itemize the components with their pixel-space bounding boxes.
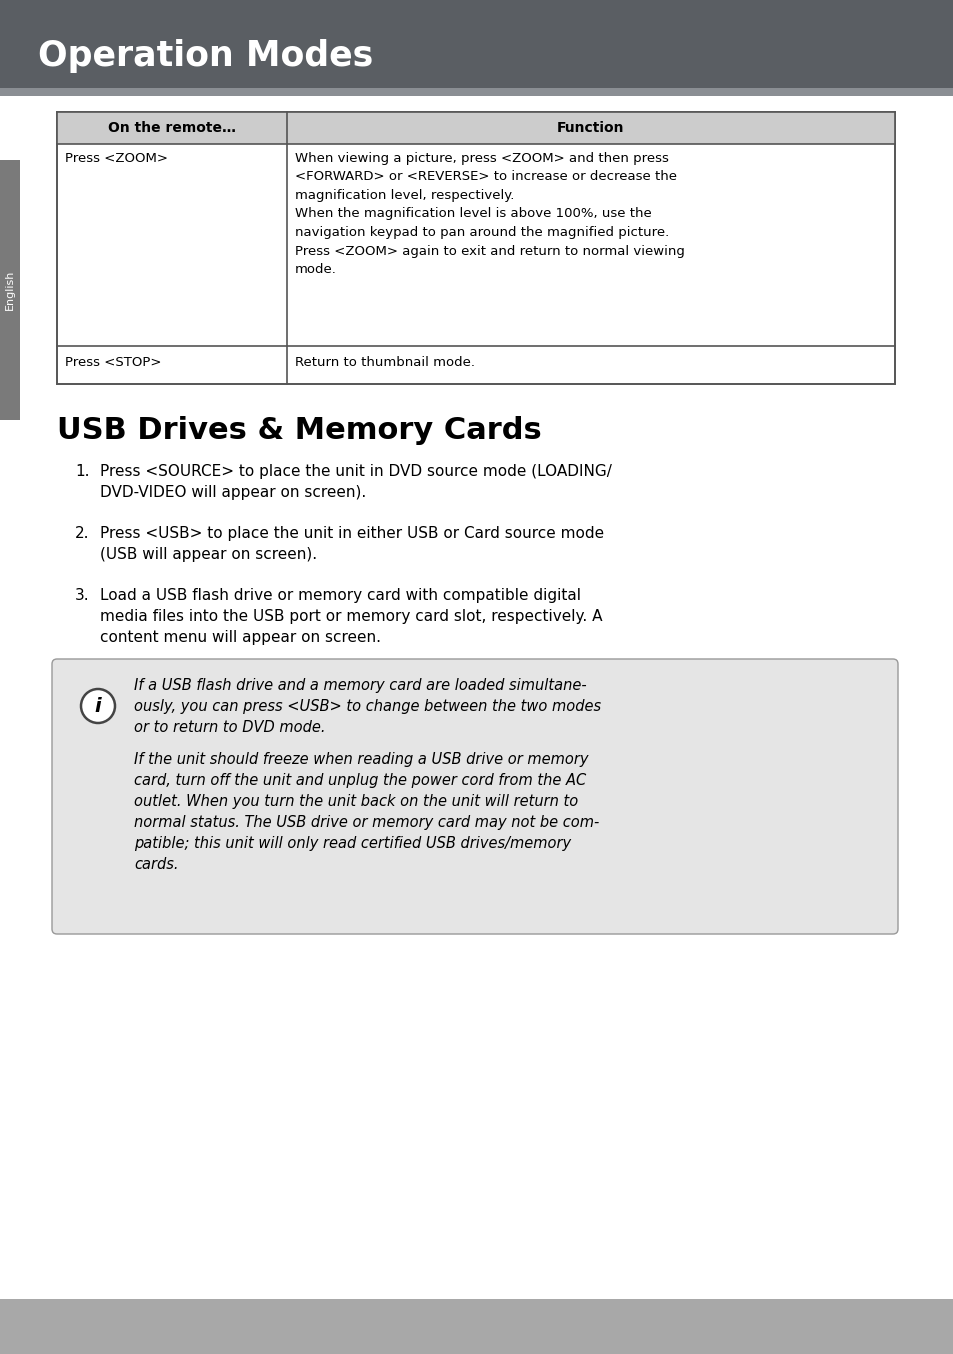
FancyBboxPatch shape (52, 659, 897, 934)
Bar (57, 112, 894, 144)
Text: Press <SOURCE> to place the unit in DVD source mode (LOADING/
DVD-VIDEO will app: Press <SOURCE> to place the unit in DVD … (100, 464, 611, 500)
Text: Function: Function (557, 121, 624, 135)
Bar (0, 0, 953, 88)
Text: i: i (94, 696, 101, 715)
Text: Press <ZOOM>: Press <ZOOM> (65, 152, 168, 165)
Text: Operation Modes: Operation Modes (38, 39, 373, 73)
Text: On the remote…: On the remote… (108, 121, 235, 135)
Bar (0, 88, 953, 96)
Bar (57, 112, 894, 385)
Text: If a USB flash drive and a memory card are loaded simultane-
ously, you can pres: If a USB flash drive and a memory card a… (133, 678, 600, 735)
Text: If the unit should freeze when reading a USB drive or memory
card, turn off the : If the unit should freeze when reading a… (133, 751, 598, 872)
Text: English: English (5, 269, 15, 310)
Text: 3.: 3. (75, 588, 90, 603)
Text: Press <STOP>: Press <STOP> (65, 356, 161, 370)
Text: 2.: 2. (75, 525, 90, 542)
Circle shape (81, 689, 115, 723)
Text: Return to thumbnail mode.: Return to thumbnail mode. (294, 356, 475, 370)
Text: 1.: 1. (75, 464, 90, 479)
Text: When viewing a picture, press <ZOOM> and then press
<FORWARD> or <REVERSE> to in: When viewing a picture, press <ZOOM> and… (294, 152, 684, 276)
Bar (0, 160, 20, 420)
Text: Load a USB flash drive or memory card with compatible digital
media files into t: Load a USB flash drive or memory card wi… (100, 588, 602, 645)
Text: Press <USB> to place the unit in either USB or Card source mode
(USB will appear: Press <USB> to place the unit in either … (100, 525, 603, 562)
Bar (0, 1298, 953, 1354)
Text: USB Drives & Memory Cards: USB Drives & Memory Cards (57, 416, 541, 445)
